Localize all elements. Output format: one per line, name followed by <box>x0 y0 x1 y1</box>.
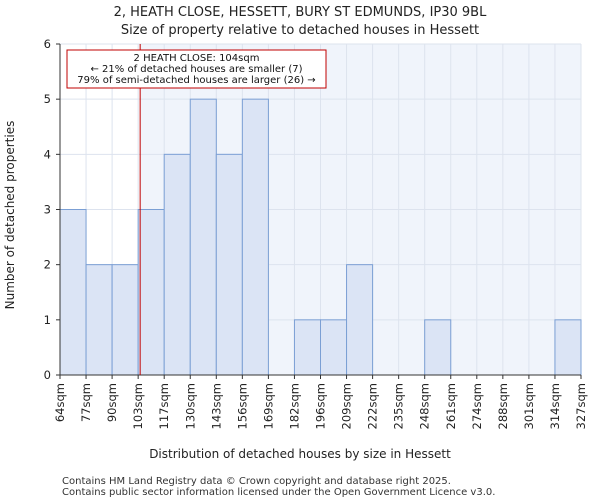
x-tick-label: 288sqm <box>496 383 510 429</box>
annotation-line-1: 2 HEATH CLOSE: 104sqm <box>134 53 260 64</box>
x-tick-label: 261sqm <box>444 383 458 429</box>
x-tick-label: 130sqm <box>183 383 197 429</box>
x-tick-label: 103sqm <box>131 383 145 429</box>
y-tick-label: 6 <box>44 37 51 51</box>
annotation-line-2: ← 21% of detached houses are smaller (7) <box>91 64 303 75</box>
x-tick-label: 301sqm <box>522 383 536 429</box>
y-tick-label: 2 <box>44 258 51 272</box>
x-tick-label: 77sqm <box>79 383 93 422</box>
histogram-bar <box>241 98 269 376</box>
histogram-bar <box>293 319 322 376</box>
histogram-bar <box>215 153 243 376</box>
x-tick-label: 274sqm <box>470 383 484 429</box>
x-tick-label: 327sqm <box>574 383 588 429</box>
histogram-bar <box>163 153 191 376</box>
y-tick-label: 5 <box>44 92 51 106</box>
plot-area: 0 1 2 3 4 5 6 64sqm 77sqm 90sqm 103sqm 117sqm 130sqm… <box>44 37 588 429</box>
x-tick-label: 64sqm <box>53 383 67 422</box>
x-tick-label: 90sqm <box>105 383 119 422</box>
x-tick-label: 196sqm <box>314 383 328 429</box>
footer-line-1: Contains HM Land Registry data © Crown c… <box>62 476 451 487</box>
x-tick-label: 235sqm <box>392 383 406 429</box>
x-tick-label: 156sqm <box>235 383 249 429</box>
x-tick-label: 209sqm <box>340 383 354 429</box>
x-tick-label: 117sqm <box>157 383 171 429</box>
histogram-bar <box>85 264 113 376</box>
histogram-bar <box>189 98 217 376</box>
x-tick-label: 169sqm <box>261 383 275 429</box>
x-tick-label: 222sqm <box>366 383 380 429</box>
chart-title: 2, HEATH CLOSE, HESSETT, BURY ST EDMUNDS… <box>114 5 487 20</box>
x-tick-label: 314sqm <box>548 383 562 429</box>
histogram-bar <box>137 209 165 376</box>
histogram-bar <box>346 264 374 376</box>
y-tick-label: 4 <box>44 147 51 161</box>
x-axis-label: Distribution of detached houses by size … <box>149 447 451 461</box>
histogram-bar <box>59 209 87 376</box>
chart-subtitle: Size of property relative to detached ho… <box>121 23 479 38</box>
histogram-bar <box>554 319 582 376</box>
annotation-box <box>66 49 327 89</box>
y-tick-label: 0 <box>44 368 51 382</box>
histogram-bar <box>111 264 139 376</box>
y-tick-label: 3 <box>44 203 51 217</box>
histogram-bar <box>424 319 452 376</box>
footer-line-2: Contains public sector information licen… <box>62 487 495 498</box>
y-tick-label: 1 <box>44 313 51 327</box>
annotation-line-3: 79% of semi-detached houses are larger (… <box>77 75 315 86</box>
x-tick-label: 143sqm <box>209 383 223 429</box>
x-tick-label: 182sqm <box>287 383 301 429</box>
y-axis-label: Number of detached properties <box>3 121 17 310</box>
x-tick-label: 248sqm <box>418 383 432 429</box>
histogram-bar <box>320 319 348 376</box>
